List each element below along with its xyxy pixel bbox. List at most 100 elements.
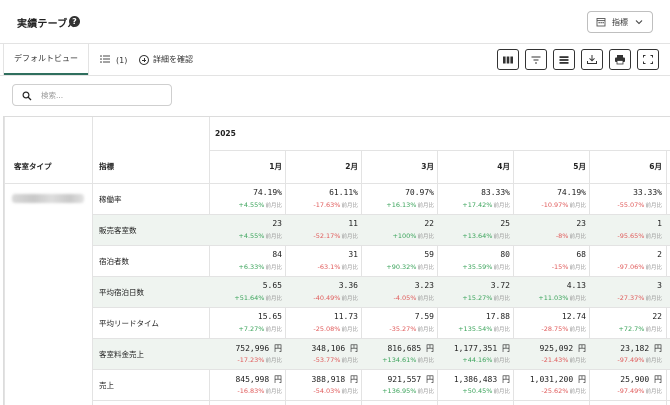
- cell-delta: +50.45%前月比: [462, 387, 510, 395]
- row-label: 客室料金売上: [99, 350, 144, 359]
- delta-percent: -15%: [551, 263, 569, 271]
- delta-compare-label: 前月比: [417, 389, 434, 395]
- cell-delta: +15.27%前月比: [462, 294, 510, 302]
- delta-percent: +17.42%: [462, 201, 493, 209]
- calendar-icon: [596, 17, 606, 27]
- delta-percent: +35.59%: [462, 263, 493, 271]
- delta-percent: -4.05%: [393, 294, 417, 302]
- cell-delta: +7.27%前月比: [238, 325, 282, 333]
- help-icon[interactable]: ?: [69, 16, 80, 27]
- cell-delta: +11.03%前月比: [538, 294, 586, 302]
- delta-compare-label: 前月比: [265, 327, 282, 333]
- performance-table: 2025 客室タイプ 指標 1月 2月 3月 4月 5月 6月 稼働率 74.19% +4.5…: [3, 116, 670, 405]
- delta-compare-label: 前月比: [417, 234, 434, 240]
- cell-value: 17.88: [485, 312, 510, 321]
- cell-delta: -54.03%前月比: [313, 387, 358, 395]
- month-header: 5月: [573, 162, 586, 171]
- row-divider: [93, 307, 670, 308]
- delta-percent: +90.32%: [386, 263, 417, 271]
- search-box[interactable]: [12, 84, 172, 106]
- rows-icon: [558, 55, 570, 65]
- metric-header: 指標: [99, 162, 114, 171]
- delta-compare-label: 前月比: [265, 296, 282, 302]
- cell-value: 925,092 円: [539, 344, 586, 353]
- cell-value: 845,998 円: [235, 375, 282, 384]
- delta-compare-label: 前月比: [341, 203, 358, 209]
- fullscreen-button[interactable]: [637, 49, 659, 70]
- delta-percent: +16.13%: [386, 201, 417, 209]
- view-list-button[interactable]: (1): [100, 55, 127, 65]
- cell-delta: -25.62%前月比: [541, 387, 586, 395]
- search-input[interactable]: [41, 90, 151, 100]
- delta-compare-label: 前月比: [645, 265, 662, 271]
- cell-value: 752,996 円: [235, 344, 282, 353]
- view-count: (1): [116, 55, 128, 65]
- cell-delta: -97.49%前月比: [617, 387, 662, 395]
- delta-compare-label: 前月比: [645, 296, 662, 302]
- cell-delta: +13.64%前月比: [462, 232, 510, 240]
- delta-percent: -54.03%: [313, 387, 341, 395]
- cell-value: 80: [500, 250, 510, 259]
- cell-value: 23: [272, 219, 282, 228]
- tab-default-view[interactable]: デフォルトビュー: [3, 44, 89, 75]
- cell-value: 33.33%: [633, 188, 662, 197]
- delta-percent: -95.65%: [617, 232, 645, 240]
- print-button[interactable]: [609, 49, 631, 70]
- cell-value: 84: [272, 250, 282, 259]
- delta-compare-label: 前月比: [569, 296, 586, 302]
- columns-button[interactable]: [497, 49, 519, 70]
- row-divider: [93, 245, 670, 246]
- page-title: 実績テーブル: [17, 19, 78, 30]
- delta-compare-label: 前月比: [645, 358, 662, 364]
- cell-delta: +135.54%前月比: [458, 325, 510, 333]
- filter-button[interactable]: [525, 49, 547, 70]
- header-divider: [4, 183, 670, 184]
- delta-compare-label: 前月比: [341, 296, 358, 302]
- year-divider: [209, 150, 670, 151]
- cell-value: 11.73: [333, 312, 358, 321]
- delta-percent: -27.37%: [617, 294, 645, 302]
- delta-compare-label: 前月比: [417, 358, 434, 364]
- delta-compare-label: 前月比: [341, 389, 358, 395]
- cell-value: 22: [652, 312, 662, 321]
- delta-compare-label: 前月比: [341, 234, 358, 240]
- delta-percent: -16.83%: [237, 387, 265, 395]
- cell-value: 1,031,200 円: [529, 375, 586, 384]
- metric-dropdown[interactable]: 指標: [587, 11, 653, 33]
- cell-value: 3.72: [490, 281, 510, 290]
- delta-percent: -63.1%: [317, 263, 341, 271]
- delta-percent: +136.95%: [382, 387, 417, 395]
- delta-compare-label: 前月比: [493, 358, 510, 364]
- cell-value: 25,900 円: [620, 375, 662, 384]
- density-button[interactable]: [553, 49, 575, 70]
- cell-value: 2: [657, 250, 662, 259]
- cell-delta: -55.07%前月比: [617, 201, 662, 209]
- delta-percent: -25.62%: [541, 387, 569, 395]
- search-icon: [22, 86, 32, 105]
- cell-delta: +17.42%前月比: [462, 201, 510, 209]
- month-header: 1月: [269, 162, 282, 171]
- cell-delta: -8%前月比: [556, 232, 586, 240]
- cell-delta: +90.32%前月比: [386, 263, 434, 271]
- cell-value: 70.97%: [405, 188, 434, 197]
- delta-compare-label: 前月比: [569, 327, 586, 333]
- delta-compare-label: 前月比: [645, 234, 662, 240]
- cell-value: 1,386,483 円: [453, 375, 510, 384]
- delta-compare-label: 前月比: [645, 203, 662, 209]
- cell-delta: +4.55%前月比: [238, 201, 282, 209]
- delta-compare-label: 前月比: [265, 203, 282, 209]
- cell-delta: +6.33%前月比: [238, 263, 282, 271]
- cell-delta: +136.95%前月比: [382, 387, 434, 395]
- cell-value: 23,182 円: [620, 344, 662, 353]
- cell-delta: -95.65%前月比: [617, 232, 662, 240]
- row-label: 平均リードタイム: [99, 319, 159, 328]
- filter-icon: [530, 55, 542, 65]
- list-icon: [100, 55, 110, 65]
- delta-percent: +6.33%: [238, 263, 265, 271]
- download-button[interactable]: [581, 49, 603, 70]
- delta-compare-label: 前月比: [569, 203, 586, 209]
- cell-delta: -17.63%前月比: [313, 201, 358, 209]
- view-details-button[interactable]: 詳細を確認: [139, 54, 193, 65]
- cell-value: 61.11%: [329, 188, 358, 197]
